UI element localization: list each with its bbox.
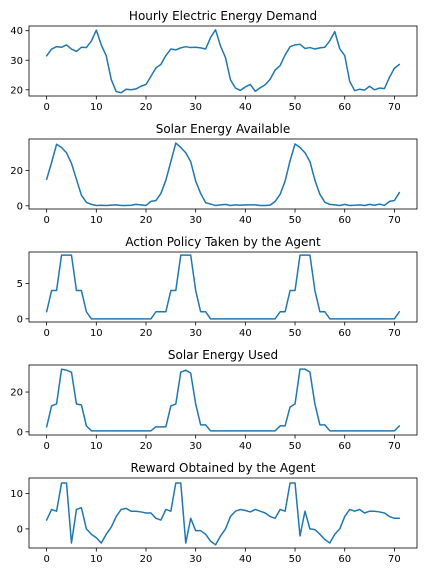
y-tick-label: 20 <box>10 166 23 177</box>
x-tick-label: 60 <box>338 554 351 565</box>
axes-frame <box>28 25 418 97</box>
x-tick-label: 10 <box>90 441 103 452</box>
x-tick-label: 60 <box>338 102 351 113</box>
x-tick-label: 20 <box>140 328 153 339</box>
y-tick-label: 0 <box>17 427 23 438</box>
x-tick-label: 70 <box>388 441 401 452</box>
x-tick-label: 60 <box>338 441 351 452</box>
x-tick-label: 0 <box>43 102 49 113</box>
x-tick-label: 10 <box>90 215 103 226</box>
x-tick-label: 50 <box>289 328 302 339</box>
x-tick-label: 60 <box>338 328 351 339</box>
x-tick-label: 50 <box>289 554 302 565</box>
chart-title: Solar Energy Used <box>168 348 278 362</box>
x-tick-label: 40 <box>239 102 252 113</box>
series-line <box>45 482 401 546</box>
x-tick-label: 50 <box>289 215 302 226</box>
x-tick-label: 70 <box>388 554 401 565</box>
x-tick-label: 70 <box>388 328 401 339</box>
chart-title: Hourly Electric Energy Demand <box>129 9 317 23</box>
x-tick-label: 20 <box>140 102 153 113</box>
x-tick-label: 30 <box>189 215 202 226</box>
x-tick-label: 0 <box>43 215 49 226</box>
x-tick-label: 70 <box>388 215 401 226</box>
axes-frame <box>28 251 418 323</box>
x-tick-label: 0 <box>43 328 49 339</box>
chart-title: Action Policy Taken by the Agent <box>125 235 321 249</box>
y-tick-label: 0 <box>17 314 23 325</box>
x-tick-label: 30 <box>189 554 202 565</box>
x-tick-label: 50 <box>289 441 302 452</box>
subplot-3: Action Policy Taken by the Agent 0 10 20 30 4… <box>17 235 418 339</box>
x-tick-label: 40 <box>239 328 252 339</box>
x-tick-label: 20 <box>140 215 153 226</box>
axes-frame <box>28 138 418 210</box>
x-tick-label: 20 <box>140 554 153 565</box>
y-tick-label: 0 <box>17 524 23 535</box>
chart-title: Reward Obtained by the Agent <box>131 461 316 475</box>
x-tick-label: 60 <box>338 215 351 226</box>
y-tick-label: 0 <box>17 201 23 212</box>
x-tick-label: 30 <box>189 441 202 452</box>
series-line <box>45 254 401 320</box>
x-tick-label: 20 <box>140 441 153 452</box>
series-line <box>45 29 401 94</box>
x-tick-label: 0 <box>43 441 49 452</box>
y-tick-label: 10 <box>10 489 23 500</box>
x-tick-label: 10 <box>90 102 103 113</box>
subplot-1: Hourly Electric Energy Demand 0 10 20 30 40 50… <box>10 9 418 113</box>
x-tick-label: 10 <box>90 328 103 339</box>
y-tick-label: 20 <box>10 85 23 96</box>
y-tick-label: 40 <box>10 26 23 37</box>
axes-frame <box>28 364 418 436</box>
x-tick-label: 40 <box>239 554 252 565</box>
x-tick-label: 10 <box>90 554 103 565</box>
y-tick-label: 30 <box>10 56 23 67</box>
x-tick-label: 30 <box>189 328 202 339</box>
y-tick-label: 5 <box>17 279 23 290</box>
axes-frame <box>28 477 418 549</box>
x-tick-label: 30 <box>189 102 202 113</box>
x-tick-label: 0 <box>43 554 49 565</box>
x-tick-label: 40 <box>239 215 252 226</box>
chart-title: Solar Energy Available <box>156 122 291 136</box>
x-tick-label: 70 <box>388 102 401 113</box>
series-line <box>45 368 401 432</box>
subplot-2: Solar Energy Available 0 10 20 30 40 50 60 70 0 20 <box>10 122 418 226</box>
x-tick-label: 50 <box>289 102 302 113</box>
subplot-5: Reward Obtained by the Agent 0 10 20 30 40 50 6… <box>10 461 418 565</box>
subplot-4: Solar Energy Used 0 10 20 30 40 50 60 70 0 20 <box>10 348 418 452</box>
y-tick-label: 20 <box>10 388 23 399</box>
series-line <box>45 142 401 207</box>
x-tick-label: 40 <box>239 441 252 452</box>
